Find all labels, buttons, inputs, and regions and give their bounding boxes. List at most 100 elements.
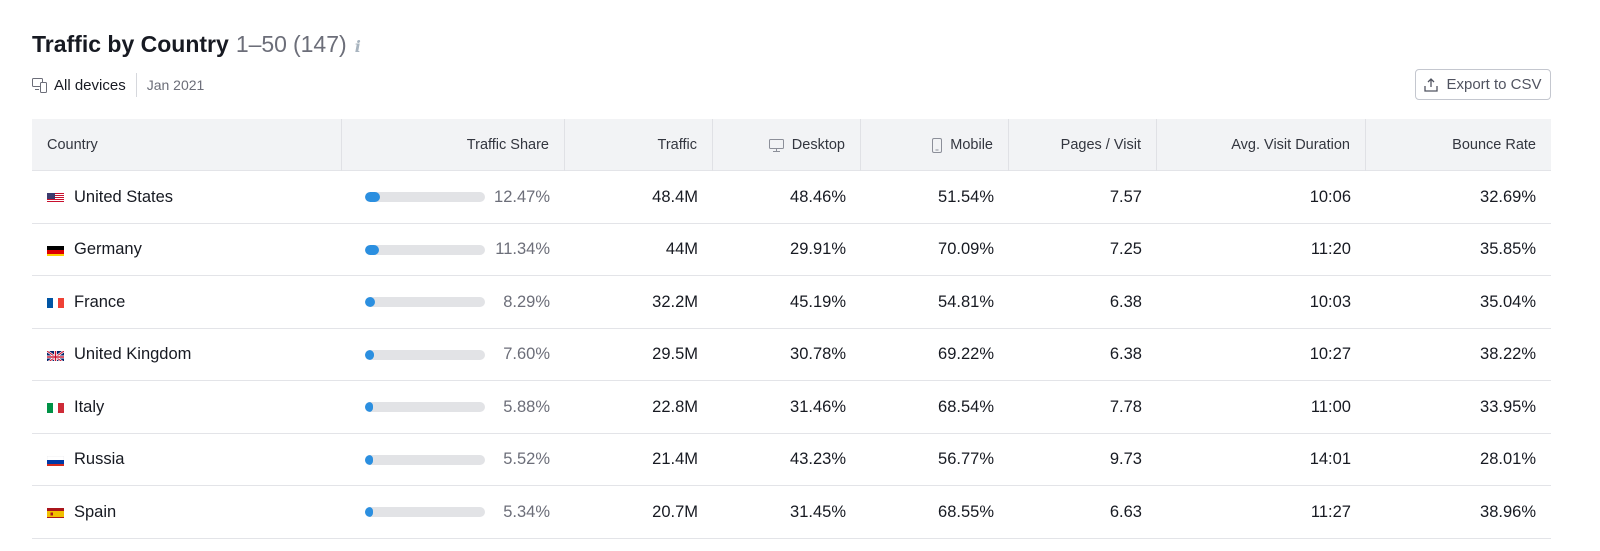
bounce-rate-cell: 33.95% [1480, 397, 1536, 416]
mobile-cell: 68.55% [938, 502, 994, 521]
traffic-share-bar [365, 349, 485, 360]
traffic-share-bar-fill [365, 402, 373, 412]
ru-flag-icon [47, 454, 64, 466]
mobile-cell: 51.54% [938, 187, 994, 206]
result-count: (147) [292, 31, 347, 57]
devices-icon [32, 77, 48, 93]
country-cell: Italy [32, 381, 342, 433]
traffic-table: Country Traffic Share Traffic Desktop Mo… [32, 119, 1551, 539]
country-name[interactable]: Germany [74, 240, 142, 258]
column-pages-visit[interactable]: Pages / Visit [1009, 119, 1157, 171]
traffic-share-cell: 8.29% [342, 276, 565, 328]
pages-visit-cell: 6.63 [1109, 502, 1142, 521]
traffic-cell: 22.8M [652, 397, 698, 416]
country-name[interactable]: Russia [74, 450, 125, 468]
column-country[interactable]: Country [32, 119, 342, 171]
table-row: Italy 5.88% 22.8M 31.46% 68.54% 7.78 11:00 33.9… [32, 381, 1551, 434]
traffic-share-cell: 7.60% [342, 329, 565, 381]
traffic-share-bar-fill [365, 244, 379, 255]
traffic-cell: 29.5M [652, 345, 698, 363]
filter-bar: All devices Jan 2021 [32, 73, 204, 97]
bounce-rate-cell: 35.04% [1480, 292, 1536, 311]
column-traffic-label: Traffic [657, 137, 697, 153]
table-row: France 8.29% 32.2M 45.19% 54.81% 6.38 10:03 35.… [32, 276, 1551, 329]
devices-filter[interactable]: All devices [54, 76, 126, 94]
mobile-cell: 68.54% [938, 397, 994, 416]
table-row: Germany 11.34% 44M 29.91% 70.09% 7.25 11:20 35.… [32, 224, 1551, 276]
desktop-cell: 43.23% [790, 450, 846, 468]
desktop-icon [768, 138, 784, 152]
column-avg-visit-duration-label: Avg. Visit Duration [1231, 137, 1350, 153]
column-pages-visit-label: Pages / Visit [1060, 137, 1141, 153]
it-flag-icon [47, 401, 64, 413]
traffic-cell: 20.7M [652, 502, 698, 521]
column-traffic-share[interactable]: Traffic Share [342, 119, 565, 171]
column-mobile[interactable]: Mobile [861, 119, 1009, 171]
mobile-icon [932, 137, 943, 153]
mobile-cell: 69.22% [938, 345, 994, 363]
pages-visit-cell: 9.73 [1109, 450, 1142, 468]
desktop-cell: 31.46% [790, 397, 846, 416]
traffic-share-value: 12.47% [494, 187, 550, 206]
date-filter[interactable]: Jan 2021 [146, 77, 205, 93]
country-cell: United Kingdom [32, 329, 342, 381]
pages-visit-cell: 6.38 [1109, 345, 1142, 363]
column-desktop[interactable]: Desktop [713, 119, 861, 171]
info-icon[interactable]: i [354, 37, 361, 56]
export-csv-label: Export to CSV [1446, 76, 1542, 93]
traffic-share-value: 5.34% [503, 502, 550, 521]
panel-header: Traffic by Country 1–50 (147) i [32, 31, 361, 58]
bounce-rate-cell: 28.01% [1480, 450, 1536, 468]
traffic-share-bar [365, 192, 485, 202]
bounce-rate-cell: 35.85% [1480, 240, 1536, 258]
country-name[interactable]: United Kingdom [74, 345, 192, 363]
country-name[interactable]: United States [74, 187, 174, 206]
desktop-cell: 29.91% [790, 240, 846, 258]
avg-visit-duration-cell: 11:20 [1310, 240, 1351, 258]
avg-visit-duration-cell: 10:06 [1309, 187, 1351, 206]
es-flag-icon [47, 506, 64, 518]
traffic-share-bar-fill [365, 349, 374, 360]
gb-flag-icon [47, 349, 64, 361]
pages-visit-cell: 7.25 [1109, 240, 1142, 258]
export-icon [1424, 77, 1439, 92]
country-name[interactable]: Spain [74, 502, 117, 521]
country-cell: Russia [32, 434, 342, 486]
pages-visit-cell: 7.57 [1109, 187, 1142, 206]
country-cell: Spain [32, 486, 342, 538]
column-avg-visit-duration[interactable]: Avg. Visit Duration [1157, 119, 1366, 171]
column-traffic-share-label: Traffic Share [466, 137, 549, 153]
avg-visit-duration-cell: 11:00 [1310, 397, 1351, 416]
desktop-cell: 30.78% [790, 345, 846, 363]
traffic-share-value: 11.34% [495, 240, 550, 258]
country-name[interactable]: Italy [74, 397, 105, 416]
country-name[interactable]: France [74, 292, 126, 311]
traffic-share-value: 8.29% [503, 292, 550, 311]
traffic-share-cell: 5.52% [342, 434, 565, 486]
table-row: United States 12.47% 48.4M 48.46% 51.54% 7.57… [32, 171, 1551, 224]
country-cell: Germany [32, 224, 342, 276]
desktop-cell: 31.45% [790, 502, 846, 521]
country-cell: United States [32, 171, 342, 223]
avg-visit-duration-cell: 14:01 [1309, 450, 1351, 468]
column-bounce-rate[interactable]: Bounce Rate [1366, 119, 1551, 171]
traffic-share-bar-fill [365, 454, 373, 465]
traffic-share-value: 5.52% [503, 450, 550, 468]
result-range: 1–50 [235, 31, 287, 57]
traffic-share-bar [365, 454, 485, 465]
pages-visit-cell: 6.38 [1109, 292, 1142, 311]
mobile-cell: 70.09% [938, 240, 994, 258]
traffic-share-cell: 11.34% [342, 224, 565, 276]
traffic-cell: 32.2M [652, 292, 698, 311]
column-traffic[interactable]: Traffic [565, 119, 713, 171]
traffic-share-value: 7.60% [503, 345, 550, 363]
desktop-cell: 48.46% [790, 187, 846, 206]
pages-visit-cell: 7.78 [1109, 397, 1142, 416]
column-desktop-label: Desktop [791, 137, 845, 153]
column-mobile-label: Mobile [950, 137, 993, 153]
traffic-share-cell: 12.47% [342, 171, 565, 223]
bounce-rate-cell: 38.22% [1480, 345, 1536, 363]
export-csv-button[interactable]: Export to CSV [1415, 69, 1551, 100]
traffic-share-bar [365, 402, 485, 412]
desktop-cell: 45.19% [790, 292, 846, 311]
